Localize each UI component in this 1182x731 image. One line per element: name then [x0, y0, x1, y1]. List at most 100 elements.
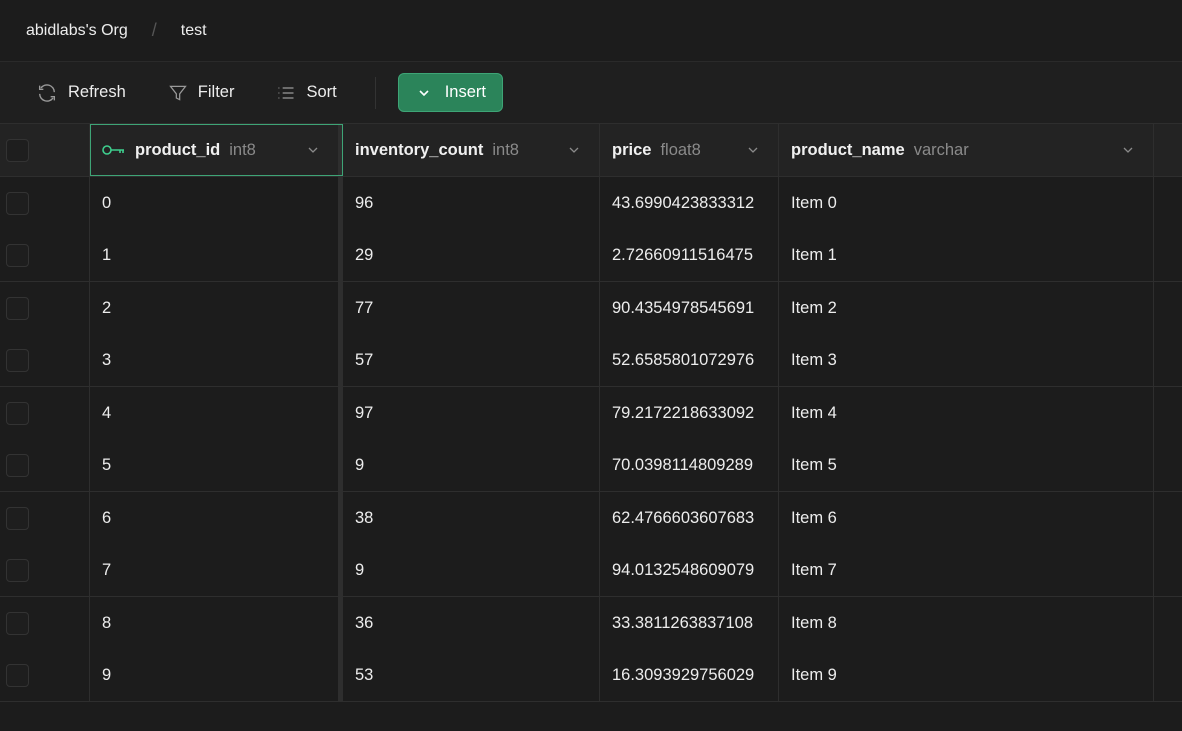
cell-inventory-count[interactable]: 38: [343, 492, 600, 545]
cell-price[interactable]: 62.4766603607683: [600, 492, 779, 545]
table-row[interactable]: 1 29 2.72660911516475 Item 1: [0, 229, 1182, 282]
filter-button[interactable]: Filter: [168, 83, 234, 103]
chevron-down-icon[interactable]: [567, 143, 581, 157]
primary-key-icon: [102, 145, 124, 155]
sort-icon: [278, 86, 294, 99]
cell-inventory-count[interactable]: 9: [343, 439, 600, 491]
cell-product-id[interactable]: 1: [90, 229, 343, 281]
cell-price[interactable]: 94.0132548609079: [600, 544, 779, 596]
cell-product-name[interactable]: Item 1: [779, 229, 1154, 281]
toolbar-divider: [374, 76, 376, 109]
row-select-cell: [0, 544, 90, 596]
chevron-down-icon[interactable]: [1121, 143, 1135, 157]
cell-product-name[interactable]: Item 4: [779, 387, 1154, 440]
row-select-cell: [0, 649, 90, 701]
column-type: float8: [660, 140, 701, 159]
row-select-cell: [0, 177, 90, 230]
cell-price[interactable]: 90.4354978545691: [600, 282, 779, 335]
row-select-cell: [0, 492, 90, 545]
chevron-down-icon[interactable]: [746, 143, 760, 157]
cell-price[interactable]: 2.72660911516475: [600, 229, 779, 281]
cell-product-id[interactable]: 3: [90, 334, 343, 386]
cell-inventory-count[interactable]: 9: [343, 544, 600, 596]
cell-price[interactable]: 33.3811263837108: [600, 597, 779, 650]
column-name: product_id: [135, 140, 221, 159]
table-row[interactable]: 0 96 43.6990423833312 Item 0: [0, 177, 1182, 230]
empty-cell: [1154, 177, 1182, 230]
cell-inventory-count[interactable]: 77: [343, 282, 600, 335]
empty-cell: [1154, 545, 1182, 597]
cell-product-name[interactable]: Item 2: [779, 282, 1154, 335]
cell-product-name[interactable]: Item 0: [779, 177, 1154, 230]
table-row[interactable]: 2 77 90.4354978545691 Item 2: [0, 282, 1182, 335]
cell-product-name[interactable]: Item 9: [779, 649, 1154, 701]
cell-product-id[interactable]: 5: [90, 439, 343, 491]
column-name: inventory_count: [355, 140, 484, 159]
cell-inventory-count[interactable]: 57: [343, 334, 600, 386]
cell-inventory-count[interactable]: 53: [343, 649, 600, 701]
insert-button[interactable]: Insert: [397, 73, 503, 112]
refresh-button[interactable]: Refresh: [36, 82, 126, 104]
row-checkbox[interactable]: [6, 453, 29, 477]
table-row[interactable]: 7 9 94.0132548609079 Item 7: [0, 544, 1182, 597]
row-checkbox[interactable]: [6, 243, 29, 267]
row-checkbox[interactable]: [6, 348, 29, 372]
row-checkbox[interactable]: [6, 611, 29, 635]
cell-product-name[interactable]: Item 3: [779, 334, 1154, 386]
chevron-down-icon[interactable]: [306, 143, 320, 157]
cell-inventory-count[interactable]: 36: [343, 597, 600, 650]
row-select-cell: [0, 597, 90, 650]
empty-cell: [1154, 230, 1182, 282]
cell-product-id[interactable]: 6: [90, 492, 343, 545]
row-checkbox[interactable]: [6, 191, 29, 215]
cell-inventory-count[interactable]: 97: [343, 387, 600, 440]
cell-price[interactable]: 52.6585801072976: [600, 334, 779, 386]
cell-price[interactable]: 70.0398114809289: [600, 439, 779, 491]
column-header-product-id[interactable]: product_id int8: [90, 124, 343, 176]
row-select-cell: [0, 229, 90, 281]
column-header-price[interactable]: price float8: [600, 124, 779, 176]
cell-product-name[interactable]: Item 8: [779, 597, 1154, 650]
sort-button[interactable]: Sort: [276, 83, 337, 103]
table-row[interactable]: 6 38 62.4766603607683 Item 6: [0, 492, 1182, 545]
cell-product-id[interactable]: 8: [90, 597, 343, 650]
cell-price[interactable]: 16.3093929756029: [600, 649, 779, 701]
column-header-product-name[interactable]: product_name varchar: [779, 124, 1154, 176]
column-name: price: [612, 140, 652, 159]
table-row[interactable]: 8 36 33.3811263837108 Item 8: [0, 597, 1182, 650]
row-checkbox[interactable]: [6, 663, 29, 687]
row-checkbox[interactable]: [6, 558, 29, 582]
table-row[interactable]: 3 57 52.6585801072976 Item 3: [0, 334, 1182, 387]
table-row[interactable]: 5 9 70.0398114809289 Item 5: [0, 439, 1182, 492]
empty-cell: [1154, 282, 1182, 335]
cell-price[interactable]: 79.2172218633092: [600, 387, 779, 440]
cell-product-id[interactable]: 9: [90, 649, 343, 701]
row-checkbox[interactable]: [6, 296, 29, 320]
row-select-cell: [0, 439, 90, 491]
sort-label: Sort: [306, 83, 337, 101]
row-checkbox[interactable]: [6, 401, 29, 425]
refresh-icon: [38, 83, 56, 102]
breadcrumb-org[interactable]: abidlabs's Org: [26, 21, 128, 39]
select-all-checkbox[interactable]: [6, 138, 29, 162]
table-row[interactable]: 4 97 79.2172218633092 Item 4: [0, 387, 1182, 440]
add-column-cell[interactable]: [1154, 124, 1182, 176]
chevron-down-icon: [419, 89, 429, 96]
cell-product-name[interactable]: Item 7: [779, 544, 1154, 596]
cell-product-id[interactable]: 4: [90, 387, 343, 440]
column-name: product_name: [791, 140, 905, 159]
cell-product-name[interactable]: Item 5: [779, 439, 1154, 491]
empty-cell: [1154, 492, 1182, 545]
cell-price[interactable]: 43.6990423833312: [600, 177, 779, 230]
column-header-inventory-count[interactable]: inventory_count int8: [343, 124, 600, 176]
row-checkbox[interactable]: [6, 506, 29, 530]
cell-product-name[interactable]: Item 6: [779, 492, 1154, 545]
table-row[interactable]: 9 53 16.3093929756029 Item 9: [0, 649, 1182, 702]
cell-product-id[interactable]: 0: [90, 177, 343, 230]
cell-inventory-count[interactable]: 96: [343, 177, 600, 230]
empty-cell: [1154, 387, 1182, 440]
cell-product-id[interactable]: 2: [90, 282, 343, 335]
breadcrumb-table[interactable]: test: [180, 21, 207, 39]
cell-product-id[interactable]: 7: [90, 544, 343, 596]
cell-inventory-count[interactable]: 29: [343, 229, 600, 281]
